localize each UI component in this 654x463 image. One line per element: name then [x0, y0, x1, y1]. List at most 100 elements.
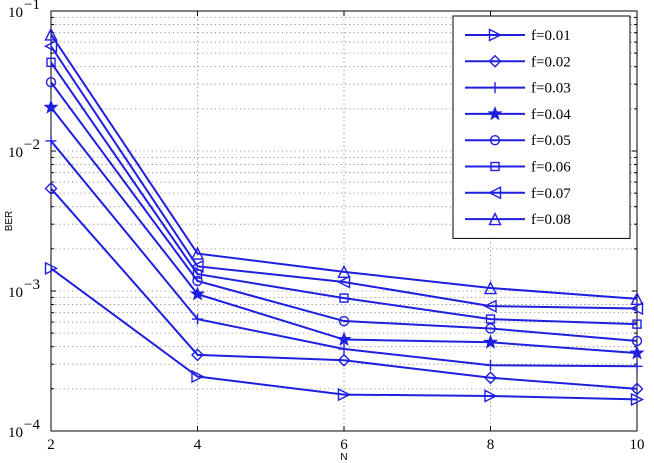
legend: f=0.01 f=0.02 f=0.03 f=0.04 f=0.05 f=0.06 f=0.… [452, 15, 631, 239]
legend-marker [488, 28, 503, 42]
x-tick-label: 4 [194, 437, 202, 453]
data-point [190, 259, 204, 273]
data-point [485, 314, 496, 324]
data-point [45, 135, 57, 147]
data-point [483, 299, 497, 313]
legend-box [452, 15, 631, 239]
y-tick-exponent: −3 [24, 277, 40, 293]
y-tick-label: 10 −3 [8, 277, 40, 301]
data-point [631, 335, 643, 347]
series-line [50, 61, 638, 326]
x-tick-label: 10 [630, 437, 645, 453]
series-5 [45, 77, 643, 347]
data-point [630, 382, 644, 396]
legend-label: f=0.06 [531, 160, 571, 176]
legend-entry: f=0.04 [465, 105, 571, 123]
data-point [337, 387, 352, 402]
y-tick-label: 10 −4 [8, 417, 40, 441]
legend-marker [487, 105, 503, 121]
legend-marker [487, 186, 502, 200]
y-tick-base: 10 [8, 145, 23, 161]
data-point [44, 27, 58, 41]
legend-entry: f=0.05 [465, 133, 571, 149]
series-line [50, 187, 638, 390]
legend-marker [489, 82, 501, 94]
data-point [339, 293, 349, 303]
legend-marker [488, 212, 502, 226]
legend-entry: f=0.07 [465, 186, 571, 202]
y-tick-label: 10 −2 [8, 137, 40, 161]
series-8 [44, 27, 644, 305]
legend-label: f=0.02 [531, 54, 571, 70]
legend-marker [489, 134, 501, 146]
legend-label: f=0.04 [531, 107, 571, 123]
series-line [50, 267, 638, 401]
data-point [485, 359, 496, 371]
x-tick-label: 2 [47, 437, 55, 453]
y-tick-exponent: −1 [24, 0, 40, 13]
series-line [50, 81, 638, 342]
data-point [631, 360, 643, 372]
series-7 [43, 39, 644, 316]
y-tick-exponent: −2 [24, 137, 40, 153]
data-point [338, 315, 350, 327]
series-line [50, 33, 638, 300]
data-point [192, 313, 203, 325]
data-point [190, 246, 205, 260]
data-point [630, 392, 645, 407]
legend-marker [490, 161, 500, 172]
series-line [50, 45, 638, 310]
data-point [632, 319, 642, 329]
data-point [485, 323, 496, 334]
data-point [337, 353, 351, 367]
data-point [45, 77, 57, 88]
legend-entry: f=0.01 [465, 28, 571, 44]
data-point [43, 99, 59, 114]
y-tick-base: 10 [8, 5, 23, 21]
data-point [337, 264, 351, 279]
y-axis-label: BER [4, 211, 15, 232]
data-point [338, 343, 350, 355]
series-1 [44, 261, 645, 407]
legend-entry: f=0.08 [465, 212, 571, 228]
data-point [44, 261, 59, 276]
y-tick-base: 10 [8, 285, 23, 301]
data-point [484, 371, 497, 385]
y-tick-exponent: −4 [24, 417, 40, 433]
x-axis-label: N [340, 452, 347, 463]
data-point [336, 275, 351, 289]
x-tick-label: 8 [487, 437, 495, 453]
legend-marker [488, 54, 502, 68]
data-point [336, 331, 352, 346]
series-6 [46, 57, 642, 329]
data-point [629, 301, 644, 316]
series-layer [43, 27, 645, 407]
series-2 [44, 181, 644, 396]
series-3 [45, 135, 643, 372]
data-point [189, 286, 206, 301]
data-point [191, 348, 204, 362]
y-tick-base: 10 [8, 425, 23, 441]
data-point [484, 389, 498, 403]
data-point [192, 269, 203, 279]
data-point [483, 280, 498, 295]
legend-label: f=0.03 [531, 81, 571, 97]
legend-entry: f=0.06 [465, 160, 571, 176]
legend-label: f=0.01 [531, 28, 571, 44]
legend-entry: f=0.03 [465, 81, 571, 97]
y-tick-label: 10 −1 [8, 0, 40, 21]
x-tick-label: 6 [340, 437, 348, 453]
data-point [192, 275, 203, 287]
data-point [482, 334, 499, 349]
legend-label: f=0.08 [531, 212, 571, 228]
legend-entry: f=0.02 [465, 54, 571, 70]
data-point [43, 39, 58, 53]
data-point [191, 369, 205, 384]
legend-label: f=0.07 [531, 186, 571, 202]
data-point [44, 181, 58, 195]
series-4 [43, 99, 645, 360]
data-point [46, 57, 56, 68]
legend-label: f=0.05 [531, 133, 571, 149]
